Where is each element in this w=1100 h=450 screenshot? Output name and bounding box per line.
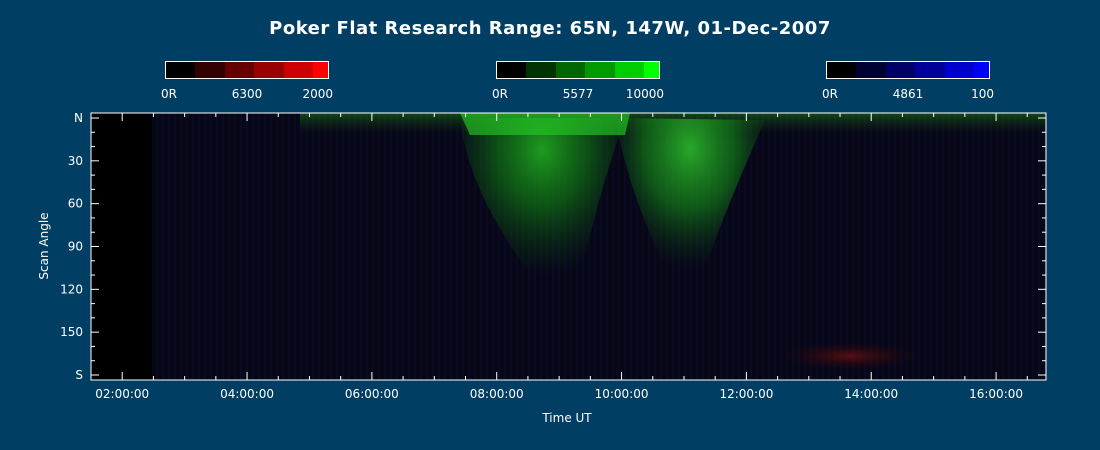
colorbar-6300-low-label: 0R: [161, 87, 177, 101]
aurora-band-2: [615, 118, 765, 320]
chart-title: Poker Flat Research Range: 65N, 147W, 01…: [269, 18, 831, 39]
x-axis: 02:00:00 04:00:00 06:00:00 08:00:00 10:00:00…: [90, 113, 1028, 401]
y-tick-label: 60: [68, 197, 83, 211]
colorbar-4861-name-label: 4861: [892, 87, 924, 101]
x-tick-label: 08:00:00: [470, 387, 524, 401]
y-tick-label: 150: [60, 325, 83, 339]
y-axis-label: Scan Angle: [37, 212, 51, 280]
x-tick-label: 02:00:00: [95, 387, 149, 401]
colorbar-4861-bar: [826, 61, 990, 79]
colorbar-5577-low-label: 0R: [492, 87, 508, 101]
no-data-region: [91, 113, 152, 380]
colorbar-4861-low-label: 0R: [822, 87, 838, 101]
y-tick-label: S: [75, 368, 83, 382]
x-tick-label: 10:00:00: [595, 387, 649, 401]
x-tick-label: 14:00:00: [844, 387, 898, 401]
x-tick-label: 12:00:00: [719, 387, 773, 401]
red-emission-patch: [780, 342, 920, 370]
colorbar-6300-bar: [165, 61, 329, 79]
colorbar-5577-high-label: 10000: [625, 87, 664, 101]
y-tick-label: N: [74, 111, 83, 125]
aurora-band-1: [460, 118, 625, 330]
x-tick-label: 06:00:00: [345, 387, 399, 401]
y-tick-label: 120: [60, 282, 83, 296]
y-tick-label: 90: [68, 240, 83, 254]
colorbar-6300-high-label: 2000: [302, 87, 333, 101]
aurora-bright-edge: [460, 113, 630, 135]
x-tick-label: 16:00:00: [969, 387, 1023, 401]
y-tick-label: 30: [68, 154, 83, 168]
colorbar-5577-name-label: 5577: [562, 87, 594, 101]
y-axis: N 30 60 90 120 150 S: [60, 111, 1046, 382]
colorbar-4861-high-label: 100: [971, 87, 994, 101]
x-axis-label: Time UT: [542, 411, 592, 425]
x-tick-label: 04:00:00: [220, 387, 274, 401]
colorbar-5577-bar: [496, 61, 660, 79]
colorbar-6300-name-label: 6300: [231, 87, 263, 101]
